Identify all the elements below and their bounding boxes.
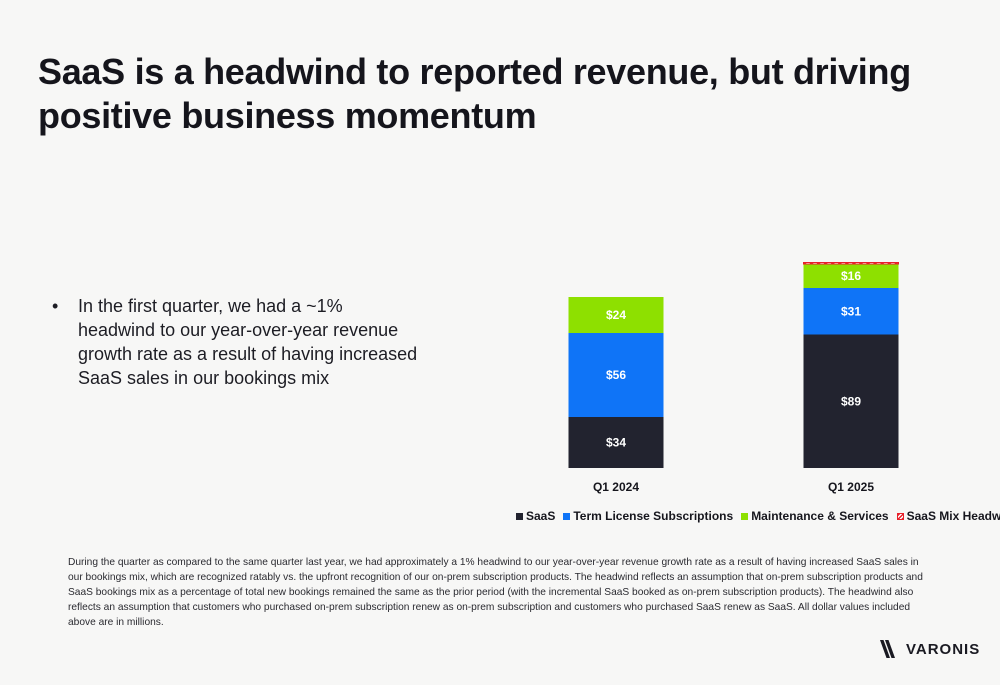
bar-saas-q1-2025 (803, 334, 899, 468)
bar-maintenance-services-q1-2024 (568, 297, 664, 333)
legend-swatch (741, 512, 749, 520)
page-title: SaaS is a headwind to reported revenue, … (38, 51, 911, 136)
bullet-marker: • (52, 296, 59, 316)
varonis-logo: VARONIS (880, 640, 980, 658)
data-label-saas-q1-2024: $34 (606, 436, 626, 450)
logo-wordmark: VARONIS (906, 640, 981, 658)
bar-maintenance-services-q1-2025 (803, 264, 899, 288)
legend-swatch (516, 512, 523, 520)
varonis-logo-icon (880, 640, 895, 658)
legend-item-maintenance-services: Maintenance & Services (741, 509, 889, 523)
legend-swatch (896, 512, 904, 520)
bar-term-license-subscriptions-q1-2025 (803, 288, 899, 335)
legend-label: Maintenance & Services (751, 509, 889, 523)
bar-saas-mix-headwind-q1-2025 (803, 262, 899, 265)
footnote: During the quarter as compared to the sa… (68, 557, 923, 628)
legend-label: Term License Subscriptions (573, 509, 734, 523)
bar-term-license-subscriptions-q1-2024 (568, 333, 664, 417)
bar-saas-q1-2024 (568, 417, 664, 468)
legend-item-saas-mix-headwind: SaaS Mix Headwind (896, 509, 1000, 523)
legend-item-saas: SaaS (516, 509, 555, 523)
data-label-term-license-subscriptions-q1-2024: $56 (606, 368, 626, 382)
legend-item-term-license-subscriptions: Term License Subscriptions (563, 509, 733, 523)
x-tick-label: Q1 2024 (593, 480, 639, 494)
bullet-text: In the first quarter, we had a ~1% headw… (78, 296, 418, 388)
legend-label: SaaS (526, 509, 556, 523)
legend-swatch (563, 512, 571, 520)
legend-label: SaaS Mix Headwind (906, 509, 1000, 523)
stacked-bar-chart: $34 $56 $24 Q1 2024 $89 $31 $16 Q1 2025 (568, 262, 899, 494)
chart-legend: SaaS Term License Subscriptions Maintenanc… (516, 509, 1000, 523)
data-label-term-license-subscriptions-q1-2025: $31 (841, 304, 861, 318)
data-label-maintenance-services-q1-2024: $24 (606, 308, 626, 322)
data-label-maintenance-services-q1-2025: $16 (841, 269, 861, 283)
bullet-point: • In the first quarter, we had a ~1% hea… (52, 294, 422, 390)
data-label-saas-q1-2025: $89 (841, 394, 861, 408)
x-tick-label: Q1 2025 (828, 480, 874, 494)
